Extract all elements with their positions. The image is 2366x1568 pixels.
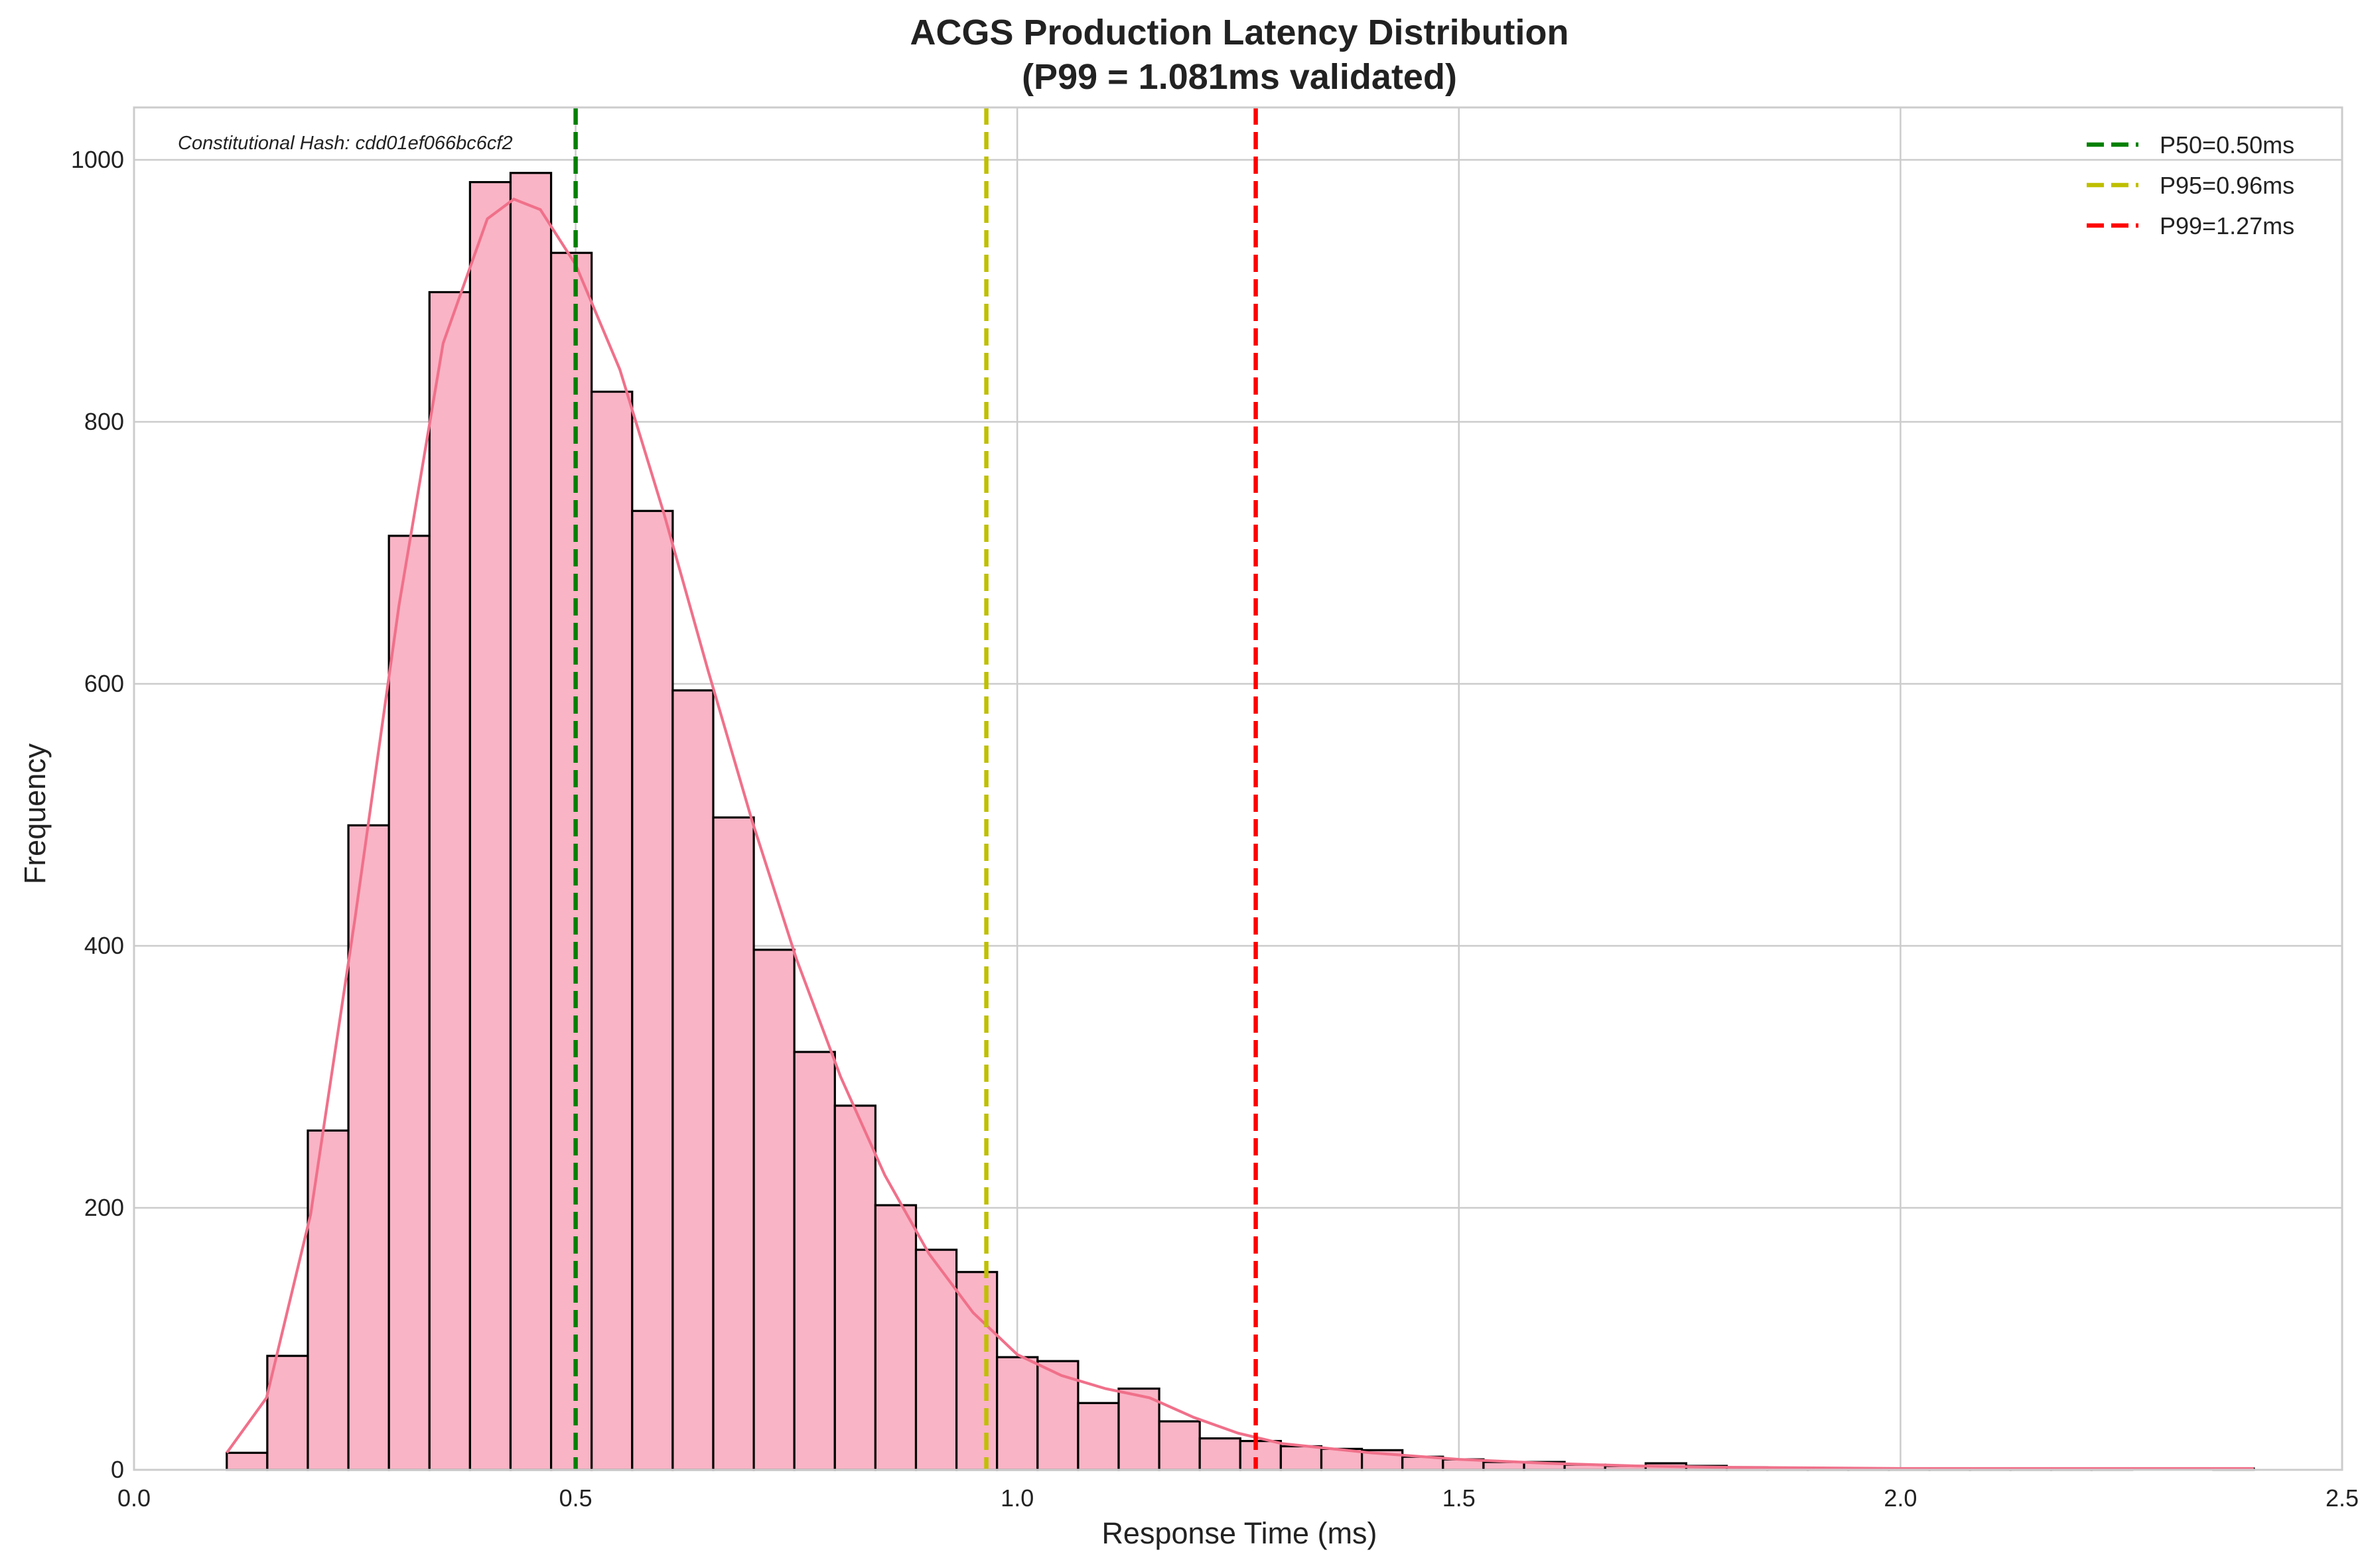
y-axis-label: Frequency xyxy=(18,743,52,884)
histogram-bar-2 xyxy=(307,1129,350,1471)
histogram-bar-17 xyxy=(914,1248,958,1471)
histogram-bar-19 xyxy=(996,1356,1039,1471)
histogram-bar-10 xyxy=(631,509,674,1471)
x-tick-label-4: 2.0 xyxy=(1884,1484,1917,1512)
histogram-bar-7 xyxy=(509,172,553,1471)
legend-label-2: P99=1.27ms xyxy=(2160,212,2294,239)
x-tick-label-1: 0.5 xyxy=(559,1484,592,1512)
histogram-bar-18 xyxy=(955,1271,999,1471)
histogram-bar-22 xyxy=(1117,1387,1160,1471)
y-axis-ticks: 0 200 400 600 800 1000 xyxy=(71,146,124,1483)
histogram-bar-12 xyxy=(712,816,755,1471)
histogram-bar-3 xyxy=(347,824,390,1471)
histogram-bar-6 xyxy=(468,180,512,1471)
histogram-bar-4 xyxy=(387,535,431,1471)
x-tick-label-0: 0.0 xyxy=(117,1484,151,1512)
histogram-bars xyxy=(226,172,2255,1471)
histogram-bar-23 xyxy=(1158,1420,1201,1471)
y-tick-label-1: 200 xyxy=(84,1194,124,1221)
histogram-bar-26 xyxy=(1279,1445,1323,1471)
constitutional-hash-annotation: Constitutional Hash: cdd01ef066bc6cf2 xyxy=(178,133,513,154)
histogram-bar-16 xyxy=(874,1204,918,1471)
chart-title-line-2: (P99 = 1.081ms validated) xyxy=(1022,57,1457,97)
x-axis-ticks: 0.0 0.5 1.0 1.5 2.0 2.5 xyxy=(117,1484,2359,1512)
histogram-bar-21 xyxy=(1077,1402,1120,1471)
histogram-bar-8 xyxy=(549,251,593,1471)
legend-label-0: P50=0.50ms xyxy=(2160,131,2294,159)
histogram-bar-24 xyxy=(1198,1437,1241,1471)
x-axis-label: Response Time (ms) xyxy=(1101,1516,1377,1550)
kde-curve xyxy=(226,197,2254,1470)
legend: P50=0.50ms P95=0.96ms P99=1.27ms xyxy=(2087,131,2294,239)
chart-title-line-1: ACGS Production Latency Distribution xyxy=(910,13,1568,52)
y-tick-label-2: 400 xyxy=(84,932,124,959)
plot-frame xyxy=(133,106,2343,1471)
x-tick-label-2: 1.0 xyxy=(1001,1484,1034,1512)
x-tick-label-3: 1.5 xyxy=(1442,1484,1476,1512)
x-tick-label-5: 2.5 xyxy=(2326,1484,2359,1512)
histogram-bar-13 xyxy=(752,948,796,1471)
y-tick-label-4: 800 xyxy=(84,408,124,435)
percentile-lines xyxy=(573,107,1258,1470)
histogram-bar-14 xyxy=(793,1051,836,1471)
legend-label-1: P95=0.96ms xyxy=(2160,172,2294,199)
histogram-bar-11 xyxy=(671,689,715,1471)
histogram-bar-15 xyxy=(833,1104,877,1471)
y-tick-label-5: 1000 xyxy=(71,146,124,173)
histogram-bar-0 xyxy=(226,1451,269,1471)
y-tick-label-3: 600 xyxy=(84,670,124,697)
histogram-bar-25 xyxy=(1239,1439,1283,1471)
histogram-bar-9 xyxy=(591,390,634,1471)
histogram-bar-5 xyxy=(428,291,471,1471)
y-tick-label-0: 0 xyxy=(111,1456,124,1483)
